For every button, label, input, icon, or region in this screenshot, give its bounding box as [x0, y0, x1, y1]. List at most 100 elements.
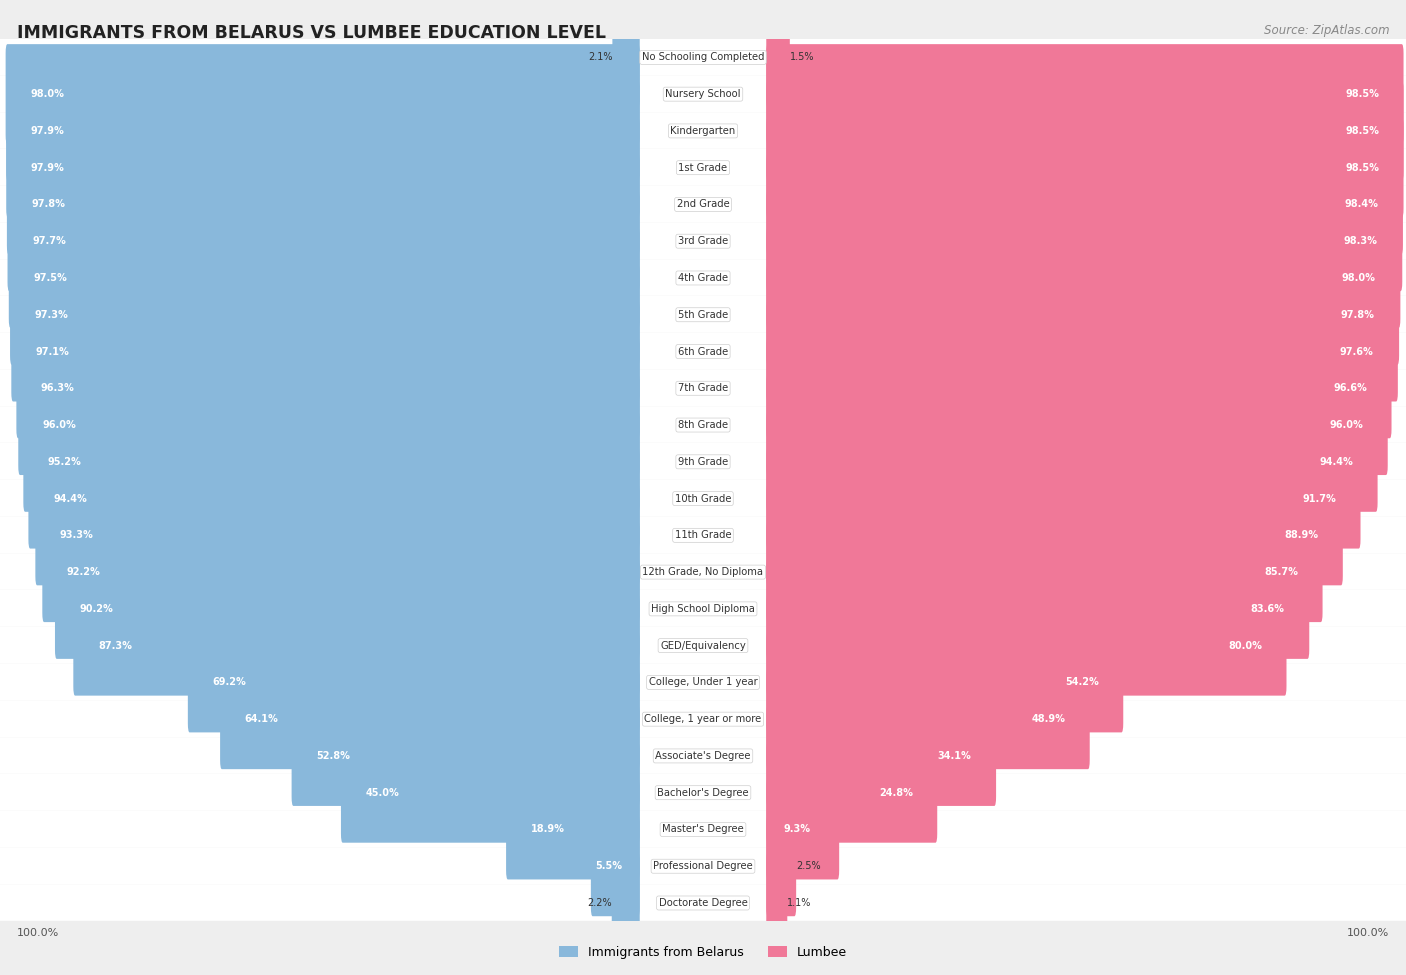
FancyBboxPatch shape	[613, 8, 640, 107]
FancyBboxPatch shape	[0, 370, 1406, 407]
FancyBboxPatch shape	[0, 112, 1406, 149]
Text: 69.2%: 69.2%	[212, 678, 246, 687]
FancyBboxPatch shape	[6, 81, 640, 181]
FancyBboxPatch shape	[766, 118, 1403, 217]
FancyBboxPatch shape	[766, 301, 1398, 402]
Text: College, 1 year or more: College, 1 year or more	[644, 714, 762, 724]
Text: 64.1%: 64.1%	[245, 714, 278, 724]
FancyBboxPatch shape	[0, 848, 1406, 884]
Text: IMMIGRANTS FROM BELARUS VS LUMBEE EDUCATION LEVEL: IMMIGRANTS FROM BELARUS VS LUMBEE EDUCAT…	[17, 24, 606, 42]
Text: 92.2%: 92.2%	[67, 567, 101, 577]
FancyBboxPatch shape	[0, 259, 1406, 296]
FancyBboxPatch shape	[0, 76, 1406, 112]
Text: Source: ZipAtlas.com: Source: ZipAtlas.com	[1264, 24, 1389, 37]
FancyBboxPatch shape	[0, 296, 1406, 333]
FancyBboxPatch shape	[0, 407, 1406, 444]
FancyBboxPatch shape	[766, 816, 796, 916]
FancyBboxPatch shape	[766, 228, 1400, 328]
Text: 9th Grade: 9th Grade	[678, 457, 728, 467]
Text: 93.3%: 93.3%	[60, 530, 94, 540]
FancyBboxPatch shape	[0, 481, 1406, 517]
Text: 96.0%: 96.0%	[44, 420, 77, 430]
Text: No Schooling Completed: No Schooling Completed	[641, 53, 765, 62]
Text: 24.8%: 24.8%	[879, 788, 912, 798]
FancyBboxPatch shape	[0, 884, 1406, 921]
Text: 6th Grade: 6th Grade	[678, 346, 728, 357]
Text: 45.0%: 45.0%	[366, 788, 399, 798]
FancyBboxPatch shape	[291, 706, 640, 806]
FancyBboxPatch shape	[766, 411, 1378, 512]
Text: 96.0%: 96.0%	[1329, 420, 1364, 430]
FancyBboxPatch shape	[0, 444, 1406, 481]
FancyBboxPatch shape	[766, 596, 1286, 695]
FancyBboxPatch shape	[0, 627, 1406, 664]
FancyBboxPatch shape	[55, 559, 640, 659]
Text: 48.9%: 48.9%	[1031, 714, 1066, 724]
Text: Kindergarten: Kindergarten	[671, 126, 735, 136]
FancyBboxPatch shape	[0, 517, 1406, 554]
Text: 97.8%: 97.8%	[1341, 310, 1375, 320]
Text: 97.9%: 97.9%	[31, 163, 65, 173]
FancyBboxPatch shape	[340, 743, 640, 842]
FancyBboxPatch shape	[188, 633, 640, 732]
Text: 18.9%: 18.9%	[530, 825, 565, 835]
FancyBboxPatch shape	[0, 333, 1406, 370]
FancyBboxPatch shape	[0, 149, 1406, 186]
Text: GED/Equivalency: GED/Equivalency	[661, 641, 745, 650]
Text: 98.0%: 98.0%	[1341, 273, 1375, 283]
Text: 91.7%: 91.7%	[1302, 493, 1336, 503]
FancyBboxPatch shape	[766, 522, 1323, 622]
FancyBboxPatch shape	[0, 223, 1406, 259]
Text: 97.1%: 97.1%	[37, 346, 70, 357]
Text: 3rd Grade: 3rd Grade	[678, 236, 728, 247]
Text: Master's Degree: Master's Degree	[662, 825, 744, 835]
FancyBboxPatch shape	[17, 338, 640, 439]
Text: 100.0%: 100.0%	[17, 928, 59, 938]
Text: 34.1%: 34.1%	[938, 751, 972, 760]
Legend: Immigrants from Belarus, Lumbee: Immigrants from Belarus, Lumbee	[554, 941, 852, 964]
FancyBboxPatch shape	[766, 191, 1402, 292]
FancyBboxPatch shape	[0, 811, 1406, 848]
FancyBboxPatch shape	[0, 701, 1406, 737]
FancyBboxPatch shape	[24, 411, 640, 512]
Text: 2.5%: 2.5%	[796, 861, 821, 872]
Text: 2.1%: 2.1%	[588, 53, 613, 62]
Text: 98.3%: 98.3%	[1344, 236, 1378, 247]
Text: 94.4%: 94.4%	[1319, 457, 1353, 467]
FancyBboxPatch shape	[766, 154, 1403, 254]
Text: 2.2%: 2.2%	[588, 898, 612, 908]
FancyBboxPatch shape	[0, 664, 1406, 701]
Text: Associate's Degree: Associate's Degree	[655, 751, 751, 760]
FancyBboxPatch shape	[7, 154, 640, 254]
FancyBboxPatch shape	[0, 554, 1406, 591]
FancyBboxPatch shape	[11, 301, 640, 402]
Text: 97.9%: 97.9%	[31, 126, 65, 136]
FancyBboxPatch shape	[7, 191, 640, 292]
Text: 97.8%: 97.8%	[31, 200, 65, 210]
Text: 95.2%: 95.2%	[48, 457, 82, 467]
FancyBboxPatch shape	[766, 448, 1361, 549]
FancyBboxPatch shape	[766, 44, 1403, 144]
Text: 54.2%: 54.2%	[1064, 678, 1098, 687]
FancyBboxPatch shape	[766, 743, 938, 842]
Text: Bachelor's Degree: Bachelor's Degree	[657, 788, 749, 798]
FancyBboxPatch shape	[0, 39, 1406, 76]
Text: 80.0%: 80.0%	[1227, 641, 1263, 650]
FancyBboxPatch shape	[766, 338, 1392, 439]
Text: 97.7%: 97.7%	[32, 236, 66, 247]
Text: 1.1%: 1.1%	[787, 898, 811, 908]
FancyBboxPatch shape	[506, 779, 640, 879]
Text: 83.6%: 83.6%	[1251, 604, 1285, 614]
FancyBboxPatch shape	[73, 596, 640, 695]
Text: 98.5%: 98.5%	[1346, 126, 1379, 136]
Text: 11th Grade: 11th Grade	[675, 530, 731, 540]
Text: 96.3%: 96.3%	[41, 383, 75, 393]
Text: High School Diploma: High School Diploma	[651, 604, 755, 614]
Text: 88.9%: 88.9%	[1284, 530, 1319, 540]
Text: 97.6%: 97.6%	[1340, 346, 1374, 357]
FancyBboxPatch shape	[8, 228, 640, 328]
Text: 98.5%: 98.5%	[1346, 89, 1379, 99]
Text: 5.5%: 5.5%	[595, 861, 621, 872]
Text: Nursery School: Nursery School	[665, 89, 741, 99]
Text: 100.0%: 100.0%	[1347, 928, 1389, 938]
